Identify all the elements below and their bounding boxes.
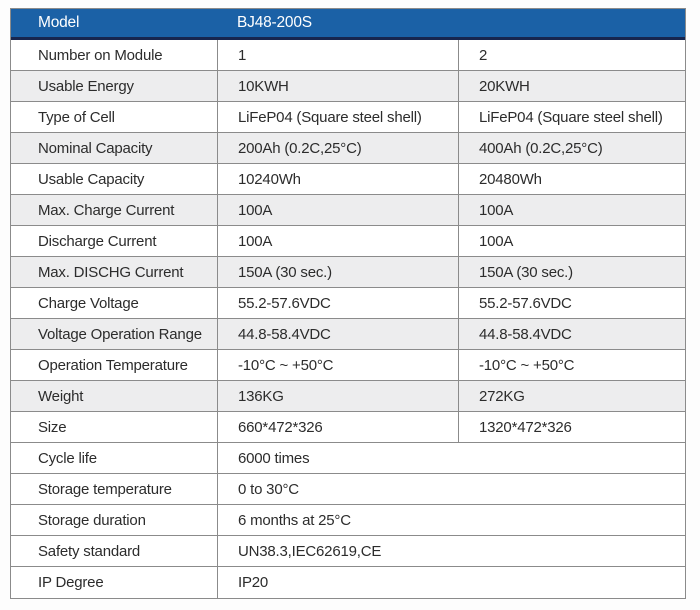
row-size: Size 660*472*326 1320*472*326 [11, 412, 685, 443]
row-storage-duration: Storage duration 6 months at 25°C [11, 505, 685, 536]
row-label: IP Degree [38, 574, 104, 591]
row-usable-energy: Usable Energy 10KWH 20KWH [11, 71, 685, 102]
row-usable-capacity: Usable Capacity 10240Wh 20480Wh [11, 164, 685, 195]
row-value-module-2: 55.2-57.6VDC [458, 288, 685, 318]
row-label: Usable Capacity [38, 170, 145, 188]
row-nominal-capacity: Nominal Capacity 200Ah (0.2C,25°C) 400Ah… [11, 133, 685, 164]
row-label: Operation Temperature [38, 356, 188, 374]
row-number-on-module: Number on Module 1 2 [11, 40, 685, 71]
row-value-module-2: 20KWH [458, 71, 685, 101]
row-value-module-1: 100A [217, 195, 458, 225]
row-value-module-2: 150A (30 sec.) [458, 257, 685, 287]
row-value-module-1: 100A [217, 226, 458, 256]
row-max-dischg-current: Max. DISCHG Current 150A (30 sec.) 150A … [11, 257, 685, 288]
row-value-module-1: 200Ah (0.2C,25°C) [217, 133, 458, 163]
row-value-module-2: -10°C ~ +50°C [458, 350, 685, 380]
row-value-module-1: LiFeP04 (Square steel shell) [217, 102, 458, 132]
row-label: Size [38, 418, 67, 436]
row-value-module-2: 272KG [458, 381, 685, 411]
row-value-module-2: LiFeP04 (Square steel shell) [458, 102, 685, 132]
row-charge-voltage: Charge Voltage 55.2-57.6VDC 55.2-57.6VDC [11, 288, 685, 319]
row-label: Cycle life [38, 449, 97, 467]
row-value-module-2: 100A [458, 226, 685, 256]
row-label: Usable Energy [38, 77, 134, 95]
row-max-charge-current: Max. Charge Current 100A 100A [11, 195, 685, 226]
battery-spec-table: Model BJ48-200S Number on Module 1 2 Usa… [10, 8, 686, 599]
row-label: Max. Charge Current [38, 201, 175, 219]
row-type-of-cell: Type of Cell LiFeP04 (Square steel shell… [11, 102, 685, 133]
row-value-module-2: 20480Wh [458, 164, 685, 194]
row-safety-standard: Safety standard UN38.3,IEC62619,CE [11, 536, 685, 567]
row-value-module-1: 150A (30 sec.) [217, 257, 458, 287]
row-label: Voltage Operation Range [38, 325, 202, 343]
row-label: Discharge Current [38, 232, 157, 250]
header-model-value: BJ48-200S [237, 14, 312, 31]
row-value-module-1: 10KWH [217, 71, 458, 101]
row-storage-temperature: Storage temperature 0 to 30°C [11, 474, 685, 505]
row-value: 0 to 30°C [217, 474, 685, 504]
row-label: Weight [38, 387, 84, 405]
row-discharge-current: Discharge Current 100A 100A [11, 226, 685, 257]
row-label: Storage duration [38, 511, 146, 529]
row-value-module-1: 660*472*326 [217, 412, 458, 442]
row-operation-temperature: Operation Temperature -10°C ~ +50°C -10°… [11, 350, 685, 381]
row-value: IP20 [217, 567, 685, 598]
row-label: Max. DISCHG Current [38, 263, 184, 281]
row-value-module-2: 44.8-58.4VDC [458, 319, 685, 349]
row-label: Type of Cell [38, 108, 115, 126]
row-label: Nominal Capacity [38, 139, 153, 157]
row-value: UN38.3,IEC62619,CE [217, 536, 685, 566]
header-model-label: Model [38, 14, 80, 31]
row-value: 6000 times [217, 443, 685, 473]
row-label: Charge Voltage [38, 294, 139, 312]
row-value: 6 months at 25°C [217, 505, 685, 535]
row-label: Number on Module [38, 46, 163, 64]
row-value-module-2: 400Ah (0.2C,25°C) [458, 133, 685, 163]
row-value-module-1: 10240Wh [217, 164, 458, 194]
row-value-module-1: 136KG [217, 381, 458, 411]
row-weight: Weight 136KG 272KG [11, 381, 685, 412]
row-ip-degree: IP Degree IP20 [11, 567, 685, 598]
row-label: Storage temperature [38, 480, 172, 498]
row-value-module-1: 1 [217, 40, 458, 70]
row-value-module-2: 1320*472*326 [458, 412, 685, 442]
row-label: Safety standard [38, 542, 141, 560]
row-voltage-operation-range: Voltage Operation Range 44.8-58.4VDC 44.… [11, 319, 685, 350]
row-value-module-2: 100A [458, 195, 685, 225]
row-value-module-1: 44.8-58.4VDC [217, 319, 458, 349]
row-value-module-1: -10°C ~ +50°C [217, 350, 458, 380]
table-header-row: Model BJ48-200S [11, 9, 685, 40]
row-cycle-life: Cycle life 6000 times [11, 443, 685, 474]
row-value-module-1: 55.2-57.6VDC [217, 288, 458, 318]
row-value-module-2: 2 [458, 40, 685, 70]
